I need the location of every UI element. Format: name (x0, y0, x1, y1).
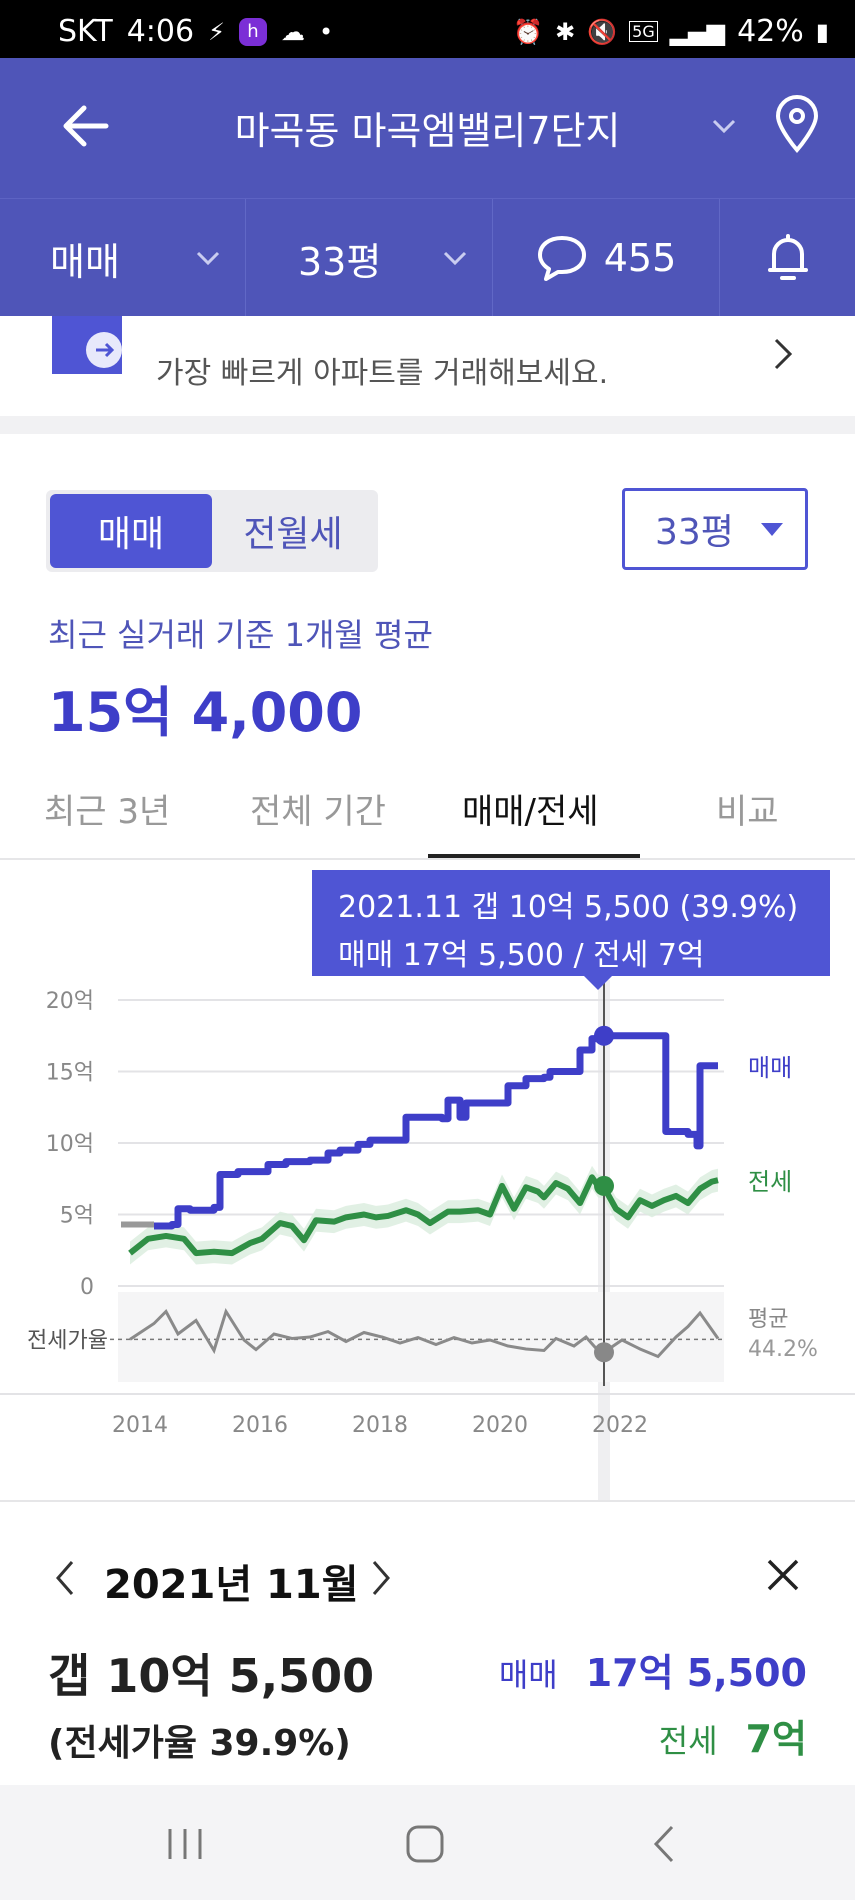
chevron-left-icon[interactable] (50, 1558, 80, 1598)
banner-text: 가장 빠르게 아파트를 거래해보세요. (156, 356, 609, 391)
tab-all-period[interactable]: 전체 기간 (250, 792, 386, 832)
chevron-right-icon[interactable] (366, 1558, 396, 1598)
x-tick-label: 2020 (472, 1413, 528, 1438)
app-notification-icon: h (238, 17, 267, 46)
comments-button[interactable]: 455 (493, 199, 720, 317)
tab-recent-3y[interactable]: 최근 3년 (44, 792, 171, 832)
detail-date: 2021년 11월 (104, 1562, 359, 1608)
complex-title[interactable]: 마곡동 마곡엠밸리7단지 (234, 109, 621, 153)
recent-apps-icon[interactable] (160, 1819, 210, 1869)
flag-arrow-icon (52, 316, 122, 374)
alarm-icon: ⏰ (513, 17, 544, 46)
home-icon[interactable] (400, 1819, 450, 1869)
chevron-right-icon (774, 338, 793, 370)
deal-type-toggle: 매매 전월세 (46, 490, 378, 572)
battery-level: 42% (737, 14, 804, 49)
chart-size-label: 33평 (655, 512, 734, 553)
jeonse-series-line (128, 1174, 719, 1257)
signal-icon: ▂▄▆ (669, 17, 726, 46)
x-tick-label: 2018 (352, 1413, 408, 1438)
detail-panel: 2021년 11월 갭 10억 5,500 (전세가율 39.9%) 매매 17… (0, 1500, 855, 1785)
promo-banner[interactable]: 가장 빠르게 아파트를 거래해보세요. (0, 316, 855, 434)
comment-count: 455 (603, 236, 677, 280)
tab-sale-jeonse[interactable]: 매매/전세 (462, 792, 599, 832)
y-tick-label: 0 (80, 1275, 94, 1300)
jeonse-marker (594, 1175, 614, 1196)
sale-row: 매매 17억 5,500 (499, 1642, 807, 1697)
avg-price-label: 최근 실거래 기준 1개월 평균 (48, 616, 433, 654)
legend-sale: 매매 (748, 1054, 792, 1082)
clock: 4:06 (126, 14, 195, 49)
ratio-series-line (129, 1307, 720, 1359)
system-nav-bar (0, 1785, 855, 1900)
ratio-avg-value: 44.2% (748, 1337, 818, 1362)
size-label: 33평 (298, 239, 382, 284)
jeonse-row: 전세 7억 (659, 1708, 807, 1763)
avg-price-value: 15억 4,000 (48, 681, 363, 744)
carrier: SKT (58, 14, 113, 49)
status-bar: SKT 4:06 ⚡ h ☁ • ⏰ ✱ 🔇 5G ▂▄▆ 42% ▮ (0, 0, 855, 58)
deal-type-label: 매매 (50, 239, 120, 284)
jeonse-value: 7억 (745, 1717, 807, 1761)
ratio-band (118, 1292, 724, 1382)
speech-bubble-icon (537, 236, 586, 281)
notification-button[interactable] (720, 199, 855, 317)
app-header: 마곡동 마곡엠밸리7단지 (0, 58, 855, 198)
ratio-axis-label: 전세가율 (27, 1328, 108, 1353)
caret-down-icon (761, 523, 783, 536)
filter-bar: 매매 33평 455 (0, 198, 855, 317)
deal-type-dropdown[interactable]: 매매 (0, 199, 246, 317)
tab-compare[interactable]: 비교 (716, 792, 779, 832)
chevron-down-icon (196, 251, 220, 266)
active-tab-indicator (428, 854, 640, 858)
bolt-icon: ⚡ (208, 17, 225, 46)
sale-label: 매매 (498, 1656, 558, 1694)
back-nav-icon[interactable] (640, 1819, 690, 1869)
y-tick-label: 15억 (46, 1061, 94, 1086)
close-icon[interactable] (766, 1558, 800, 1592)
tooltip-line-1: 2021.11 갭 10억 5,500 (39.9%) (338, 890, 799, 925)
x-tick-label: 2014 (112, 1413, 168, 1438)
x-tick-label: 2022 (592, 1413, 648, 1438)
battery-icon: ▮ (815, 17, 829, 46)
sale-series-line (154, 1032, 718, 1230)
tooltip-tail (584, 976, 612, 990)
sale-marker (594, 1025, 614, 1046)
back-arrow-icon[interactable] (58, 98, 114, 154)
tooltip-line-2: 매매 17억 5,500 / 전세 7억 (338, 938, 705, 973)
period-tabs: 최근 3년 전체 기간 매매/전세 비교 (0, 770, 855, 860)
bluetooth-icon: ✱ (555, 17, 576, 46)
cloud-icon: ☁ (280, 17, 305, 46)
chevron-down-icon[interactable] (710, 112, 738, 140)
y-tick-label: 5억 (60, 1204, 94, 1229)
jeonse-ratio: (전세가율 39.9%) (48, 1723, 351, 1764)
ratio-avg-label: 평균 (748, 1307, 788, 1332)
y-tick-label: 20억 (46, 989, 94, 1014)
chevron-down-icon (443, 251, 467, 266)
network-type: 5G (629, 21, 658, 42)
ratio-marker (594, 1342, 614, 1363)
jeonse-label: 전세 (658, 1722, 718, 1760)
chart-tooltip: 2021.11 갭 10억 5,500 (39.9%) 매매 17억 5,500… (312, 870, 830, 990)
legend-jeonse: 전세 (748, 1168, 792, 1196)
chart-size-select[interactable]: 33평 (622, 488, 808, 570)
mute-icon: 🔇 (587, 17, 618, 46)
dot-icon: • (318, 17, 334, 46)
toggle-rent[interactable]: 전월세 (243, 514, 343, 555)
y-tick-label: 10억 (46, 1132, 94, 1157)
bell-icon (767, 234, 808, 280)
gap-value: 갭 10억 5,500 (48, 1649, 375, 1703)
location-pin-icon[interactable] (772, 94, 822, 154)
size-dropdown[interactable]: 33평 (246, 199, 493, 317)
sale-value: 17억 5,500 (585, 1651, 807, 1695)
x-tick-label: 2016 (232, 1413, 288, 1438)
toggle-sale[interactable]: 매매 (50, 494, 212, 568)
